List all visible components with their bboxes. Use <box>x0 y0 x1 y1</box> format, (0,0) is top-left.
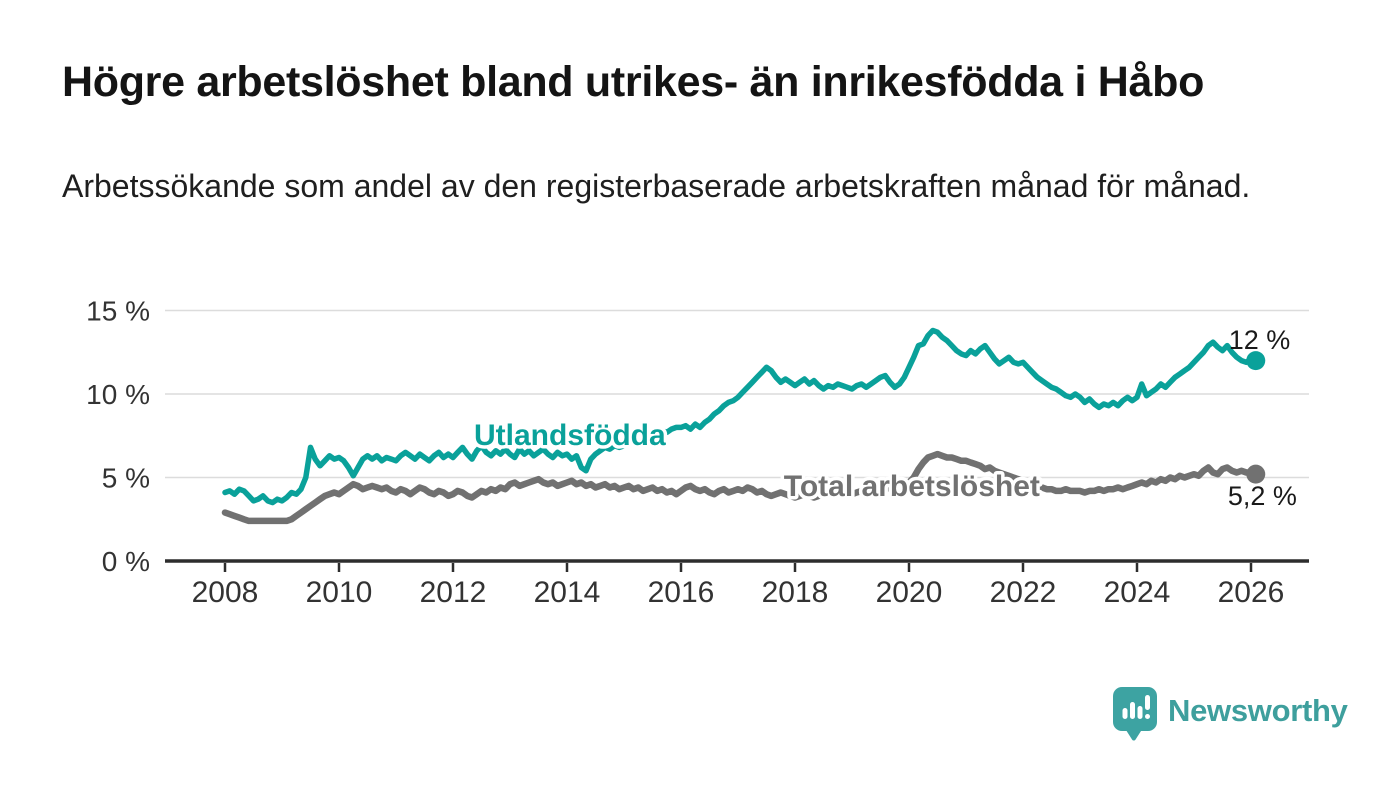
x-tick-label: 2016 <box>648 576 715 609</box>
page-title: Högre arbetslöshet bland utrikes- än inr… <box>62 58 1205 106</box>
newsworthy-logo-text: Newsworthy <box>1168 693 1348 728</box>
series-line-total-arbetsloshet <box>221 450 1259 525</box>
bar-2 <box>1130 702 1135 719</box>
exclamation-bar <box>1145 695 1150 710</box>
series-label-utlandsfodda: Utlandsfödda <box>474 419 666 452</box>
x-tick-label: 2022 <box>990 576 1057 609</box>
x-tick-label: 2010 <box>306 576 373 609</box>
series-label-total-arbetsloshet: Total arbetslöshet <box>784 470 1040 503</box>
end-dot-utlandsfodda <box>1246 351 1266 371</box>
x-tick-label: 2024 <box>1104 576 1171 609</box>
end-value-label-utlandsfodda: 12 % <box>1229 325 1291 355</box>
y-tick-label: 10 % <box>86 379 150 410</box>
end-dot-total-arbetsloshet <box>1246 464 1266 484</box>
x-tick-label: 2018 <box>762 576 829 609</box>
bar-chart-speech-bubble-icon <box>1113 687 1157 741</box>
exclamation-dot <box>1145 714 1150 719</box>
x-tick-label: 2008 <box>192 576 259 609</box>
x-tick-label: 2026 <box>1218 576 1285 609</box>
bar-3 <box>1137 706 1143 719</box>
y-tick-label: 0 % <box>102 546 150 577</box>
end-value-label-total-arbetsloshet: 5,2 % <box>1228 481 1297 511</box>
x-tick-label: 2014 <box>534 576 601 609</box>
bar-1 <box>1122 708 1128 719</box>
page-subtitle: Arbetssökande som andel av den registerb… <box>62 168 1251 204</box>
x-tick-label: 2020 <box>876 576 943 609</box>
y-tick-label: 5 % <box>102 463 150 494</box>
y-tick-label: 15 % <box>86 296 150 327</box>
x-tick-label: 2012 <box>420 576 487 609</box>
newsworthy-logo: Newsworthy <box>1113 687 1373 747</box>
series-line-utlandsfodda <box>222 327 1259 506</box>
